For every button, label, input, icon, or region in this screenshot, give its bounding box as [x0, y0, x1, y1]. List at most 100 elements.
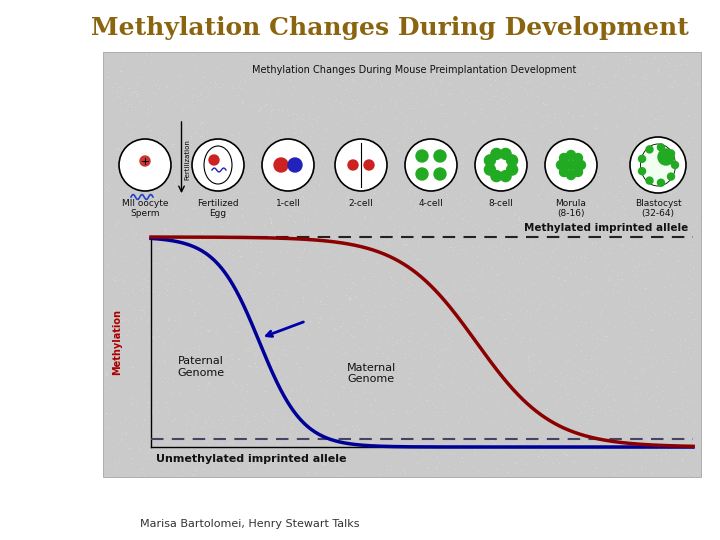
Point	[225, 402, 236, 410]
Point	[622, 240, 634, 248]
Point	[122, 289, 134, 298]
Point	[243, 285, 254, 293]
Point	[656, 136, 667, 144]
Point	[652, 233, 664, 241]
Point	[248, 168, 259, 177]
Point	[145, 57, 157, 66]
Point	[215, 194, 227, 202]
Point	[555, 232, 567, 241]
Point	[245, 370, 256, 379]
Point	[179, 347, 191, 356]
Point	[436, 174, 447, 183]
Point	[513, 206, 525, 214]
Point	[389, 356, 400, 365]
Point	[251, 436, 263, 445]
Point	[590, 173, 601, 182]
Point	[248, 326, 259, 335]
Point	[276, 346, 288, 354]
Point	[682, 347, 693, 356]
Point	[278, 192, 289, 201]
Point	[234, 76, 246, 85]
Point	[562, 426, 573, 434]
Point	[493, 156, 505, 165]
Point	[492, 271, 503, 279]
Point	[302, 335, 314, 343]
Point	[549, 448, 560, 457]
Point	[202, 352, 213, 361]
Point	[105, 359, 117, 368]
Point	[284, 178, 295, 186]
Point	[294, 150, 306, 159]
Point	[131, 137, 143, 146]
Point	[604, 415, 616, 423]
Point	[442, 163, 454, 171]
Point	[572, 130, 584, 138]
Point	[419, 467, 431, 475]
Point	[265, 124, 276, 132]
Point	[683, 325, 695, 334]
Point	[322, 436, 333, 445]
Point	[465, 356, 477, 365]
Point	[690, 309, 702, 318]
Point	[163, 151, 174, 159]
Point	[176, 326, 188, 335]
Point	[183, 450, 194, 459]
Point	[585, 317, 596, 326]
Point	[311, 242, 323, 251]
Point	[524, 311, 536, 320]
Point	[325, 443, 336, 452]
Point	[286, 149, 297, 158]
Point	[678, 281, 689, 290]
Point	[492, 362, 504, 371]
Point	[487, 440, 499, 449]
Point	[675, 363, 687, 372]
Point	[300, 326, 311, 335]
Point	[436, 214, 448, 222]
Point	[342, 137, 354, 146]
Point	[586, 79, 598, 87]
Point	[242, 417, 253, 426]
Point	[516, 466, 527, 475]
Point	[542, 351, 554, 360]
Point	[508, 210, 520, 218]
Point	[226, 345, 238, 353]
Point	[251, 433, 262, 442]
Point	[99, 262, 111, 271]
Point	[273, 453, 284, 461]
Point	[657, 104, 669, 113]
Point	[228, 377, 239, 386]
Point	[473, 200, 485, 209]
Point	[153, 244, 164, 252]
Point	[579, 196, 590, 205]
Point	[194, 453, 206, 461]
Point	[683, 124, 695, 133]
Point	[325, 86, 337, 94]
Point	[310, 84, 322, 93]
Point	[390, 96, 401, 105]
Point	[256, 239, 268, 247]
Point	[459, 274, 471, 283]
Point	[683, 271, 694, 280]
Point	[117, 241, 129, 250]
Point	[252, 240, 264, 248]
Point	[119, 277, 130, 286]
Point	[519, 170, 531, 178]
Point	[462, 322, 474, 330]
Point	[406, 89, 418, 97]
Point	[266, 105, 278, 114]
Point	[411, 339, 423, 347]
Point	[248, 289, 259, 298]
Point	[548, 382, 559, 390]
Point	[295, 364, 307, 373]
Point	[258, 387, 270, 395]
Point	[398, 271, 410, 280]
Point	[370, 196, 382, 205]
Point	[226, 251, 238, 260]
Point	[579, 252, 590, 261]
Point	[397, 239, 409, 248]
Point	[376, 407, 387, 416]
Point	[522, 354, 534, 362]
Point	[366, 117, 377, 126]
Point	[559, 435, 571, 444]
Point	[577, 379, 589, 388]
